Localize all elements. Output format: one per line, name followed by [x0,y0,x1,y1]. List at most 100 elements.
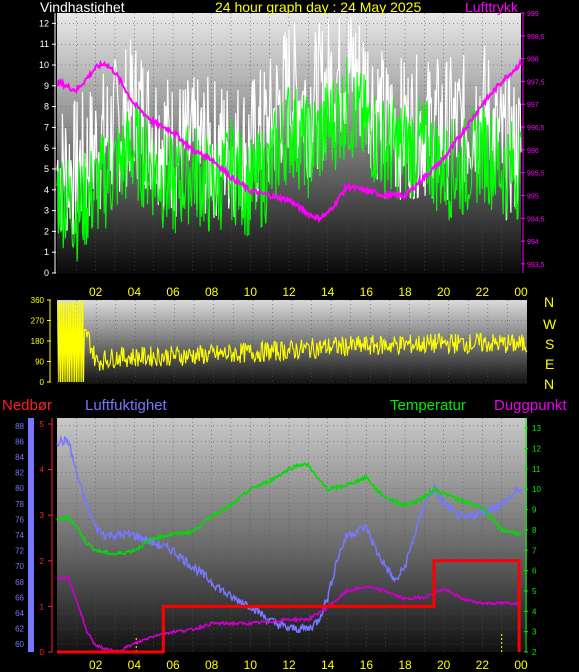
wind-tick-label: 2 [44,226,49,236]
time-label: 02 [89,658,103,672]
direction-tick-label: 360 [31,296,45,305]
pressure-tick-label: 994,5 [527,216,545,223]
temperature-tick-label: 8 [532,526,537,535]
temperature-title: Temperatur [390,397,466,414]
direction-tick-label: 180 [31,337,45,346]
pressure-tick-label: 996,5 [527,125,545,132]
direction-tick-label: 90 [35,358,44,367]
temperature-tick-label: 9 [532,506,537,515]
humidity-tick-label: 88 [15,422,24,431]
time-label: 00 [514,285,528,299]
humidity-tick-label: 84 [15,453,24,462]
temperature-tick-label: 10 [532,485,541,494]
pressure-tick-label: 997 [527,102,539,109]
time-label: 18 [398,285,412,299]
humidity-tick-label: 62 [15,625,24,634]
pressure-tick-label: 993,5 [527,262,545,269]
rain-series [57,559,521,654]
wind-tick-label: 4 [44,185,49,195]
rain-tick-label: 3 [40,511,45,520]
axes: 0123456789101112993,5994994,5995995,5996… [15,11,545,672]
temperature-tick-label: 13 [532,424,541,433]
pressure-tick-label: 998 [527,57,539,64]
humidity-tick-label: 66 [15,593,24,602]
wind-tick-label: 3 [44,206,49,216]
time-label: 14 [321,658,335,672]
compass-n-bottom: N [544,376,554,392]
humidity-tick-label: 72 [15,547,24,556]
temperature-tick-label: 7 [532,546,537,555]
wind-speed-title: Vindhastighet [40,0,125,15]
pressure-tick-label: 998,5 [527,34,545,41]
compass-w: W [543,316,557,332]
time-label: 20 [437,658,451,672]
humidity-tick-label: 78 [15,500,24,509]
wind-tick-label: 10 [39,60,49,70]
humidity-tick-label: 70 [15,562,24,571]
chart-title: 24 hour graph day : 24 May 2025 [215,0,421,15]
time-label: 10 [244,658,258,672]
climate-panel [57,418,527,652]
dewpoint-title: Duggpunkt [494,397,567,414]
humidity-tick-label: 74 [15,531,24,540]
time-label: 08 [205,658,219,672]
time-label: 22 [476,658,490,672]
wind-tick-label: 12 [39,18,49,28]
time-label: 04 [128,285,142,299]
wind-tick-label: 6 [44,143,49,153]
temperature-series [56,462,521,556]
humidity-tick-label: 68 [15,578,24,587]
time-label: 12 [282,658,296,672]
pressure-tick-label: 995 [527,193,539,200]
dewpoint-series [56,575,521,654]
temperature-tick-label: 4 [532,607,537,616]
time-label: 04 [128,658,142,672]
direction-tick-label: 270 [31,317,45,326]
pressure-tick-label: 996 [527,148,539,155]
humidity-tick-label: 80 [15,484,24,493]
compass-e: E [545,356,554,372]
temperature-tick-label: 5 [532,587,537,596]
time-label: 00 [514,658,528,672]
compass-s: S [545,336,554,352]
wind-tick-label: 1 [44,247,49,257]
rain-tick-label: 2 [40,557,45,566]
wind-direction-series [57,300,528,383]
compass-n-top: N [544,294,554,310]
wind-tick-label: 0 [44,268,49,278]
pressure-series [56,57,522,224]
temperature-tick-label: 3 [532,628,537,637]
wind-tick-label: 9 [44,81,49,91]
wind-tick-label: 8 [44,102,49,112]
time-label: 14 [321,285,335,299]
rain-tick-label: 4 [40,466,45,475]
temperature-tick-label: 11 [532,465,541,474]
time-label: 08 [205,285,219,299]
temperature-tick-label: 6 [532,567,537,576]
time-label: 16 [360,658,374,672]
temperature-tick-label: 2 [532,648,537,657]
time-label: 06 [166,285,180,299]
humidity-scale-bar [28,418,34,652]
humidity-series [56,434,522,634]
humidity-tick-label: 86 [15,437,24,446]
rain-tick-label: 0 [40,648,45,657]
time-label: 18 [398,658,412,672]
humidity-tick-label: 64 [15,609,24,618]
pressure-tick-label: 994 [527,239,539,246]
time-label: 12 [282,285,296,299]
pressure-tick-label: 999 [527,11,539,18]
wind-speed-series [56,57,522,262]
humidity-title: Luftfuktighet [85,397,168,414]
direction-tick-label: 0 [40,378,45,387]
wind-tick-label: 5 [44,164,49,174]
rain-title: Nedbør [2,397,52,414]
pressure-tick-label: 997,5 [527,79,545,86]
time-label: 22 [476,285,490,299]
pressure-title: Lufttrykk [465,0,519,15]
wind-tick-label: 7 [44,122,49,132]
time-label: 10 [244,285,258,299]
rain-tick-label: 1 [40,602,45,611]
time-label: 02 [89,285,103,299]
